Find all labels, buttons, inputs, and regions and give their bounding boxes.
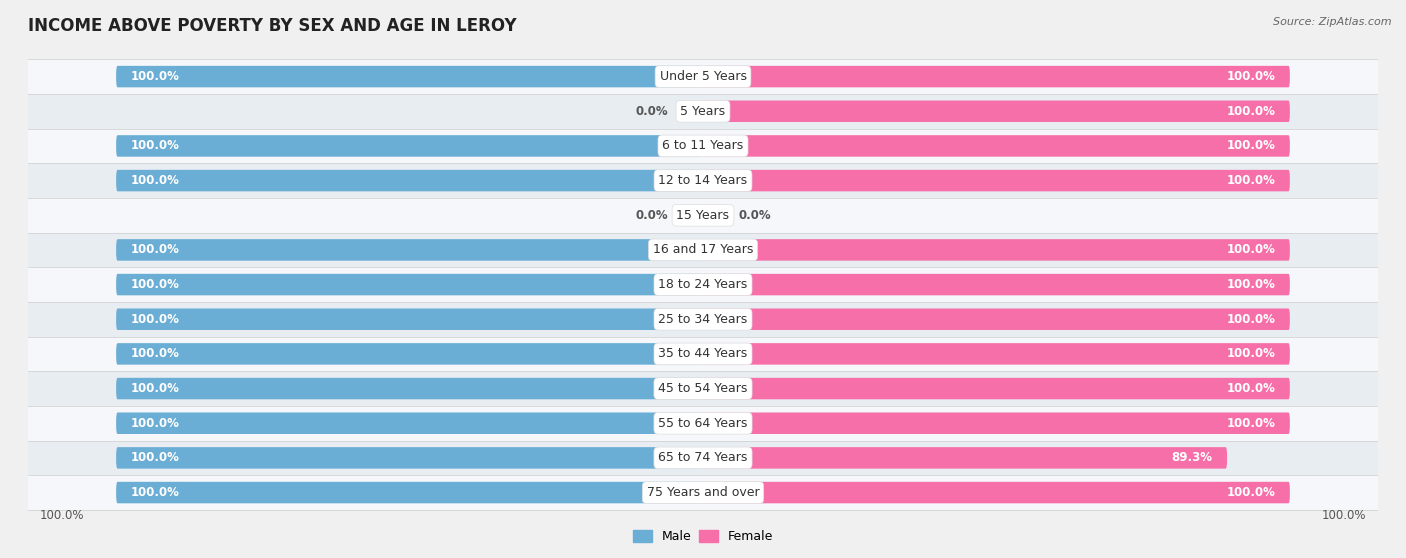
Text: 55 to 64 Years: 55 to 64 Years [658, 417, 748, 430]
FancyBboxPatch shape [703, 482, 1289, 503]
FancyBboxPatch shape [117, 309, 703, 330]
FancyBboxPatch shape [703, 412, 1289, 434]
FancyBboxPatch shape [117, 482, 703, 503]
Text: 100.0%: 100.0% [131, 243, 180, 257]
FancyBboxPatch shape [703, 274, 1289, 295]
FancyBboxPatch shape [117, 66, 703, 88]
Bar [28, 233, 1378, 267]
Text: 100.0%: 100.0% [1226, 140, 1275, 152]
FancyBboxPatch shape [117, 274, 703, 295]
FancyBboxPatch shape [117, 412, 703, 434]
FancyBboxPatch shape [703, 309, 1289, 330]
Text: 6 to 11 Years: 6 to 11 Years [662, 140, 744, 152]
Text: Under 5 Years: Under 5 Years [659, 70, 747, 83]
Text: 5 Years: 5 Years [681, 105, 725, 118]
Bar [28, 59, 1378, 94]
FancyBboxPatch shape [703, 343, 1289, 365]
Text: 100.0%: 100.0% [1226, 243, 1275, 257]
FancyBboxPatch shape [703, 239, 1289, 261]
Bar [28, 336, 1378, 371]
Text: 100.0%: 100.0% [39, 508, 84, 522]
Text: 15 Years: 15 Years [676, 209, 730, 222]
FancyBboxPatch shape [679, 204, 703, 226]
Text: 100.0%: 100.0% [1226, 486, 1275, 499]
Text: 35 to 44 Years: 35 to 44 Years [658, 348, 748, 360]
Bar [28, 302, 1378, 336]
Bar [28, 198, 1378, 233]
Text: 100.0%: 100.0% [1226, 105, 1275, 118]
Text: Source: ZipAtlas.com: Source: ZipAtlas.com [1274, 17, 1392, 27]
FancyBboxPatch shape [703, 135, 1289, 157]
Text: 100.0%: 100.0% [1322, 508, 1367, 522]
Text: INCOME ABOVE POVERTY BY SEX AND AGE IN LEROY: INCOME ABOVE POVERTY BY SEX AND AGE IN L… [28, 17, 517, 35]
Text: 100.0%: 100.0% [131, 278, 180, 291]
Bar [28, 163, 1378, 198]
Text: 100.0%: 100.0% [1226, 174, 1275, 187]
Bar [28, 441, 1378, 475]
FancyBboxPatch shape [703, 378, 1289, 400]
Text: 100.0%: 100.0% [1226, 417, 1275, 430]
Text: 65 to 74 Years: 65 to 74 Years [658, 451, 748, 464]
Text: 75 Years and over: 75 Years and over [647, 486, 759, 499]
Text: 100.0%: 100.0% [1226, 312, 1275, 326]
Text: 45 to 54 Years: 45 to 54 Years [658, 382, 748, 395]
FancyBboxPatch shape [117, 343, 703, 365]
Text: 12 to 14 Years: 12 to 14 Years [658, 174, 748, 187]
Text: 0.0%: 0.0% [636, 209, 668, 222]
Text: 100.0%: 100.0% [131, 174, 180, 187]
Text: 100.0%: 100.0% [131, 140, 180, 152]
FancyBboxPatch shape [703, 447, 1227, 469]
Bar [28, 94, 1378, 128]
Text: 100.0%: 100.0% [131, 70, 180, 83]
FancyBboxPatch shape [117, 378, 703, 400]
FancyBboxPatch shape [703, 204, 727, 226]
Text: 100.0%: 100.0% [1226, 382, 1275, 395]
Bar [28, 475, 1378, 510]
FancyBboxPatch shape [117, 239, 703, 261]
FancyBboxPatch shape [117, 170, 703, 191]
Text: 100.0%: 100.0% [1226, 348, 1275, 360]
FancyBboxPatch shape [703, 170, 1289, 191]
Text: 0.0%: 0.0% [636, 105, 668, 118]
Text: 16 and 17 Years: 16 and 17 Years [652, 243, 754, 257]
FancyBboxPatch shape [117, 135, 703, 157]
Text: 100.0%: 100.0% [131, 486, 180, 499]
Text: 0.0%: 0.0% [738, 209, 770, 222]
Text: 89.3%: 89.3% [1171, 451, 1212, 464]
Text: 100.0%: 100.0% [1226, 70, 1275, 83]
Bar [28, 406, 1378, 441]
Legend: Male, Female: Male, Female [628, 525, 778, 549]
Text: 100.0%: 100.0% [131, 382, 180, 395]
Bar [28, 128, 1378, 163]
Text: 100.0%: 100.0% [131, 348, 180, 360]
Bar [28, 267, 1378, 302]
Text: 100.0%: 100.0% [131, 312, 180, 326]
FancyBboxPatch shape [117, 447, 703, 469]
Bar [28, 371, 1378, 406]
Text: 100.0%: 100.0% [1226, 278, 1275, 291]
Text: 100.0%: 100.0% [131, 451, 180, 464]
Text: 18 to 24 Years: 18 to 24 Years [658, 278, 748, 291]
Text: 25 to 34 Years: 25 to 34 Years [658, 312, 748, 326]
FancyBboxPatch shape [703, 66, 1289, 88]
FancyBboxPatch shape [703, 100, 1289, 122]
Text: 100.0%: 100.0% [131, 417, 180, 430]
FancyBboxPatch shape [679, 100, 703, 122]
